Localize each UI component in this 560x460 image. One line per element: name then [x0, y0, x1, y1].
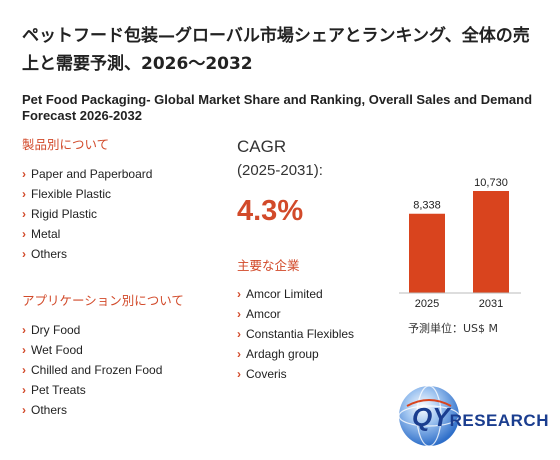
application-item-label: Chilled and Frozen Food: [31, 363, 163, 377]
company-item-label: Coveris: [246, 367, 287, 381]
company-item-label: Constantia Flexibles: [246, 327, 355, 341]
bar-value-label: 10,730: [474, 177, 508, 189]
application-item-label: Wet Food: [31, 343, 83, 357]
product-item-label: Metal: [31, 227, 61, 241]
chevron-right-icon: ›: [22, 187, 26, 201]
application-item: › Wet Food: [22, 340, 162, 360]
product-section-heading: 製品別について: [22, 137, 110, 152]
application-item-label: Pet Treats: [31, 383, 86, 397]
company-item: › Constantia Flexibles: [237, 324, 354, 344]
chevron-right-icon: ›: [22, 323, 26, 337]
company-item-label: Amcor: [246, 307, 281, 321]
application-list: › Dry Food › Wet Food › Chilled and Frozen Fo…: [22, 320, 162, 420]
application-item-label: Others: [31, 403, 68, 417]
bar-value-label: 8,338: [413, 200, 441, 212]
product-item-label: Rigid Plastic: [31, 207, 98, 221]
chevron-right-icon: ›: [237, 327, 241, 341]
product-item-label: Paper and Paperboard: [31, 167, 153, 181]
chevron-right-icon: ›: [22, 363, 26, 377]
chevron-right-icon: ›: [237, 347, 241, 361]
bar-2031: [473, 191, 509, 293]
companies-section-heading: 主要な企業: [237, 258, 300, 273]
company-item: › Amcor Limited: [237, 284, 354, 304]
company-item-label: Ardagh group: [246, 347, 319, 361]
company-item-label: Amcor Limited: [246, 287, 323, 301]
cagr-period: (2025-2031):: [237, 162, 323, 179]
cagr-label: CAGR: [237, 137, 287, 156]
application-item: › Others: [22, 400, 162, 420]
application-item-label: Dry Food: [31, 323, 81, 337]
application-item: › Dry Food: [22, 320, 162, 340]
application-item: › Chilled and Frozen Food: [22, 360, 162, 380]
page-title-en: Pet Food Packaging- Global Market Share …: [22, 92, 533, 123]
product-item: › Paper and Paperboard: [22, 164, 152, 184]
product-item: › Rigid Plastic: [22, 204, 152, 224]
chevron-right-icon: ›: [22, 247, 26, 261]
page-title-jp: ペットフード包装—グローバル市場シェアとランキング、全体の売上と需要予測、202…: [22, 26, 530, 74]
product-list: › Paper and Paperboard › Flexible Plastic › R…: [22, 164, 152, 264]
company-item: › Amcor: [237, 304, 354, 324]
forecast-unit-label: 予測単位：US$ M: [408, 322, 499, 335]
chevron-right-icon: ›: [22, 403, 26, 417]
chevron-right-icon: ›: [22, 207, 26, 221]
category-label: 2031: [479, 298, 503, 310]
application-section-heading: アプリケーション別について: [22, 293, 184, 308]
chevron-right-icon: ›: [22, 167, 26, 181]
product-item: › Others: [22, 244, 152, 264]
product-item: › Flexible Plastic: [22, 184, 152, 204]
qyresearch-logo-globe-icon: [398, 385, 460, 447]
chevron-right-icon: ›: [22, 227, 26, 241]
qyresearch-logo-text: QYRESEARCH: [412, 402, 549, 433]
chevron-right-icon: ›: [237, 367, 241, 381]
bar-2025: [409, 213, 445, 293]
market-size-bar-chart: 8,338 2025 10,730 2031: [399, 177, 521, 310]
company-list: › Amcor Limited › Amcor › Constantia Flexible…: [237, 284, 354, 384]
application-item: › Pet Treats: [22, 380, 162, 400]
product-item-label: Others: [31, 247, 68, 261]
company-item: › Coveris: [237, 364, 354, 384]
chevron-right-icon: ›: [22, 343, 26, 357]
product-item: › Metal: [22, 224, 152, 244]
logo-word: RESEARCH: [449, 411, 549, 430]
chevron-right-icon: ›: [237, 287, 241, 301]
logo-letters: QY: [412, 402, 450, 432]
product-item-label: Flexible Plastic: [31, 187, 112, 201]
chevron-right-icon: ›: [22, 383, 26, 397]
cagr-value: 4.3%: [237, 195, 304, 227]
category-label: 2025: [415, 298, 439, 310]
chevron-right-icon: ›: [237, 307, 241, 321]
company-item: › Ardagh group: [237, 344, 354, 364]
